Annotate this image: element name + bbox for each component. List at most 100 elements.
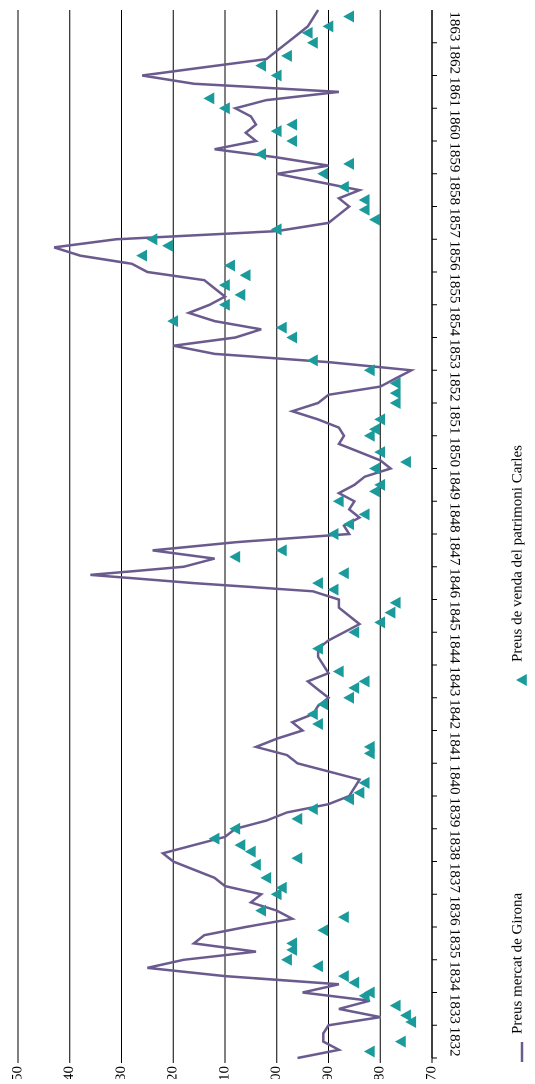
scatter-point	[358, 776, 370, 789]
scatter-point	[317, 167, 329, 180]
x-tick-label: 1861	[447, 77, 463, 107]
scatter-point	[332, 495, 344, 508]
y-tick-label: 130	[113, 1066, 129, 1079]
scatter-point	[343, 10, 354, 23]
scatter-point	[327, 528, 339, 540]
scatter-point	[286, 937, 298, 950]
scatter-point	[270, 888, 282, 901]
scatter-point	[348, 976, 360, 989]
scatter-point	[275, 544, 287, 557]
x-tick-label: 1859	[447, 142, 463, 172]
x-tick-label: 1845	[447, 601, 463, 631]
x-tick-label: 1862	[447, 44, 463, 74]
y-tick-label: 80	[372, 1066, 388, 1079]
x-tick-label: 1849	[447, 470, 463, 500]
x-tick-label: 1863	[447, 11, 463, 41]
scatter-point	[224, 259, 235, 272]
scatter-point	[306, 708, 318, 721]
scatter-point	[363, 1045, 375, 1058]
scatter-point	[358, 675, 370, 688]
x-tick-label: 1833	[447, 994, 463, 1024]
scatter-point	[229, 550, 241, 563]
scatter-point	[229, 822, 241, 835]
scatter-point	[312, 717, 323, 730]
scatter-point	[363, 740, 375, 753]
scatter-point	[306, 803, 318, 816]
x-tick-label: 1856	[447, 241, 463, 272]
scatter-point	[389, 387, 401, 400]
scatter-point	[358, 203, 370, 216]
x-tick-label: 1851	[447, 404, 463, 434]
x-tick-label: 1840	[447, 765, 463, 795]
scatter-point	[301, 26, 313, 39]
scatter-point	[162, 239, 173, 252]
scatter-point	[234, 288, 246, 301]
scatter-point	[234, 839, 246, 852]
scatter-point	[255, 904, 267, 917]
scatter-point	[286, 118, 298, 131]
x-tick-label: 1847	[447, 535, 463, 566]
x-tick-label: 1848	[447, 503, 463, 533]
x-tick-label: 1835	[447, 928, 463, 958]
x-tick-label: 1850	[447, 437, 463, 467]
line-series	[53, 9, 416, 1060]
scatter-point	[255, 148, 267, 161]
x-tick-label: 1852	[447, 372, 463, 402]
scatter-point	[250, 858, 261, 871]
scatter-point	[306, 36, 318, 49]
scatter-point	[374, 413, 386, 426]
scatter-point	[208, 832, 220, 845]
y-tick-label: 70	[423, 1066, 439, 1079]
scatter-point	[348, 626, 360, 639]
scatter-point	[291, 812, 303, 825]
scatter-point	[146, 233, 158, 246]
scatter-point	[312, 642, 323, 655]
x-tick-label: 1834	[447, 961, 463, 992]
scatter-point	[219, 102, 230, 115]
scatter-point	[369, 485, 380, 498]
scatter-point	[136, 249, 147, 262]
scatter-point	[322, 20, 334, 33]
scatter-point	[219, 298, 230, 311]
scatter-point	[286, 135, 298, 147]
scatter-point	[327, 583, 339, 596]
scatter-point	[291, 852, 303, 865]
scatter-point	[369, 462, 380, 475]
x-tick-label: 1855	[447, 273, 463, 303]
legend-marker	[516, 674, 527, 686]
scatter-point	[286, 331, 298, 344]
legend-label: Preus de venda del patrimoni Carles	[509, 445, 525, 662]
scatter-point	[343, 157, 354, 170]
scatter-point	[343, 691, 354, 704]
y-tick-label: 110	[216, 1066, 232, 1079]
scatter-point	[374, 478, 386, 491]
scatter-point	[275, 321, 287, 334]
scatter-point	[312, 960, 323, 973]
x-tick-label: 1858	[447, 175, 463, 205]
scatter-point	[363, 364, 375, 377]
scatter-point	[167, 315, 179, 328]
scatter-point	[400, 455, 411, 468]
scatter-point	[203, 92, 215, 105]
x-tick-label: 1844	[447, 634, 463, 665]
scatter-point	[363, 429, 375, 442]
scatter-point	[348, 681, 360, 694]
scatter-point	[374, 446, 386, 459]
scatter-point	[260, 871, 272, 884]
y-tick-label: 120	[165, 1066, 181, 1079]
scatter-point	[255, 59, 267, 72]
scatter-point	[358, 508, 370, 521]
x-tick-label: 1854	[447, 306, 463, 337]
scatter-point	[338, 911, 349, 924]
scatter-point	[394, 1035, 406, 1048]
scatter-point	[343, 518, 354, 531]
x-tick-label: 1837	[447, 863, 463, 894]
scatter-point	[281, 953, 292, 966]
x-tick-label: 1842	[447, 699, 463, 729]
scatter-point	[389, 397, 401, 409]
scatter-point	[389, 377, 401, 390]
scatter-point	[400, 1009, 411, 1022]
x-tick-label: 1838	[447, 830, 463, 860]
scatter-point	[405, 1015, 417, 1028]
x-tick-label: 1839	[447, 797, 463, 827]
